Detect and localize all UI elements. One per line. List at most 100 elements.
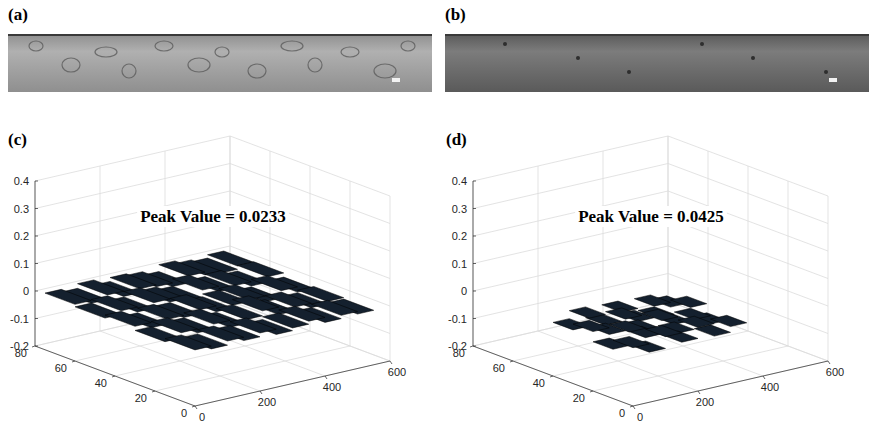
y-tick: [152, 391, 155, 392]
x-tick: [633, 406, 635, 409]
surface-cell: [569, 307, 605, 318]
surface-cell: [609, 321, 645, 332]
grid-line: [473, 301, 668, 346]
grid-line: [230, 136, 390, 196]
surface-cell: [678, 316, 714, 327]
x-tick-label: 600: [826, 366, 844, 378]
x-tick-label: 600: [388, 366, 406, 378]
surface-cell: [613, 336, 649, 347]
z-tick: [35, 318, 38, 319]
y-tick: [550, 376, 553, 377]
annotation-background: [575, 206, 727, 227]
grid-line: [668, 136, 828, 196]
tick-labels: 0200400600020406080-0.2-0.100.10.20.30.4: [448, 175, 844, 423]
annotation: Peak Value = 0.0425: [578, 207, 724, 226]
annotation-group: Peak Value = 0.0233: [137, 206, 289, 227]
micrograph: [8, 34, 432, 92]
surface-cell: [711, 315, 747, 326]
panel-label: (b): [445, 5, 466, 24]
x-axis-line: [195, 361, 390, 406]
micrograph-edge: [8, 34, 432, 36]
panel-label: (c): [8, 130, 27, 149]
z-tick: [473, 291, 476, 292]
cell: [374, 64, 396, 78]
grid-line: [593, 346, 788, 391]
z-tick-label: 0.4: [14, 175, 29, 187]
z-tick: [473, 181, 476, 182]
axes: [32, 181, 392, 409]
grid-line: [473, 346, 633, 406]
z-tick-label: 0: [461, 285, 467, 297]
z-tick: [35, 263, 38, 264]
grid-line: [35, 136, 230, 181]
surface-cell: [646, 325, 682, 336]
cell: [155, 41, 173, 51]
micrograph-spot: [829, 78, 837, 82]
y-tick: [192, 406, 195, 407]
x-tick: [195, 406, 197, 409]
grid-line: [633, 361, 828, 406]
grid-line: [35, 346, 195, 406]
surface: [45, 251, 374, 350]
grid-line: [230, 219, 390, 279]
z-tick-label: 0.2: [452, 230, 467, 242]
x-tick-label: 400: [323, 381, 341, 393]
grid-line: [473, 301, 668, 346]
surface-panel: 0200400600020406080-0.2-0.100.10.20.30.4…: [446, 130, 844, 423]
z-tick: [473, 318, 476, 319]
x-tick: [828, 361, 830, 364]
z-tick: [35, 208, 38, 209]
z-tick-label: -0.2: [10, 340, 29, 352]
grid-line: [155, 346, 350, 391]
y-tick: [630, 406, 633, 407]
grid-line: [668, 246, 828, 306]
micrograph-cells: [29, 41, 415, 78]
z-tick: [35, 346, 38, 347]
y-tick: [112, 376, 115, 377]
y-tick: [470, 346, 473, 347]
surface-cell: [173, 275, 219, 290]
z-tick-label: 0.3: [452, 203, 467, 215]
grid-line: [473, 246, 668, 291]
surface-cell: [634, 295, 670, 306]
z-tick-label: 0.3: [14, 203, 29, 215]
z-tick-label: 0.2: [14, 230, 29, 242]
speck: [824, 70, 828, 74]
grid-line: [35, 164, 230, 209]
x-tick-label: 400: [761, 381, 779, 393]
z-tick-label: 0.1: [452, 258, 467, 270]
cell: [248, 64, 266, 78]
z-tick: [473, 208, 476, 209]
grid: [35, 136, 390, 406]
y-tick-label: 40: [533, 377, 545, 389]
z-tick-label: 0.1: [14, 258, 29, 270]
surface-cell: [105, 311, 151, 326]
cell: [29, 41, 43, 51]
surface-cell: [159, 261, 205, 276]
speck: [503, 42, 507, 46]
annotation: Peak Value = 0.0233: [140, 207, 286, 226]
y-tick-label: 20: [573, 392, 585, 404]
x-tick-label: 200: [696, 396, 714, 408]
panel-label: (d): [446, 130, 467, 149]
surface-cell: [573, 320, 609, 331]
cell: [62, 58, 80, 72]
x-tick-label: 200: [258, 396, 276, 408]
figure: (a)(b)0200400600020406080-0.2-0.100.10.2…: [0, 0, 871, 426]
grid-line: [668, 219, 828, 279]
z-tick: [35, 291, 38, 292]
figure-svg: (a)(b)0200400600020406080-0.2-0.100.10.2…: [0, 0, 871, 426]
y-tick: [72, 361, 75, 362]
grid-line: [473, 164, 668, 209]
surface-panel: 0200400600020406080-0.2-0.100.10.20.30.4…: [8, 130, 406, 423]
z-tick-label: 0: [23, 285, 29, 297]
y-tick-label: 60: [55, 362, 67, 374]
axes: [470, 181, 830, 409]
cell: [341, 47, 359, 57]
x-tick: [698, 391, 700, 394]
cell: [308, 58, 322, 72]
cell: [215, 47, 229, 57]
y-tick-label: 0: [619, 407, 625, 419]
z-tick-label: -0.2: [448, 340, 467, 352]
y-tick: [590, 391, 593, 392]
